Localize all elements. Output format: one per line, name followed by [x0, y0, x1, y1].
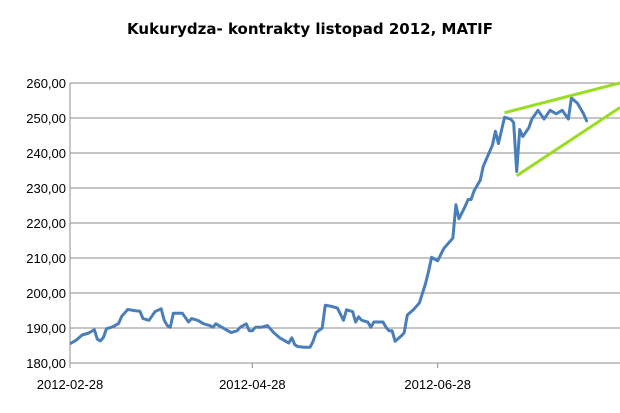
- y-tick-label: 180,00: [26, 356, 66, 371]
- trendline: [504, 81, 620, 115]
- x-tick-label: 2012-06-28: [404, 377, 471, 392]
- y-tick-label: 210,00: [26, 251, 66, 266]
- y-tick-label: 190,00: [26, 321, 66, 336]
- chart-title: Kukurydza- kontrakty listopad 2012, MATI…: [127, 20, 493, 38]
- y-tick-label: 260,00: [26, 76, 66, 91]
- y-tick-label: 250,00: [26, 111, 66, 126]
- series-line: [70, 96, 589, 349]
- y-tick-label: 200,00: [26, 286, 66, 301]
- y-tick-label: 230,00: [26, 181, 66, 196]
- trendline: [515, 106, 620, 178]
- y-tick-label: 220,00: [26, 216, 66, 231]
- x-tick-label: 2012-02-28: [37, 377, 104, 392]
- x-tick-label: 2012-04-28: [219, 377, 286, 392]
- y-tick-label: 240,00: [26, 146, 66, 161]
